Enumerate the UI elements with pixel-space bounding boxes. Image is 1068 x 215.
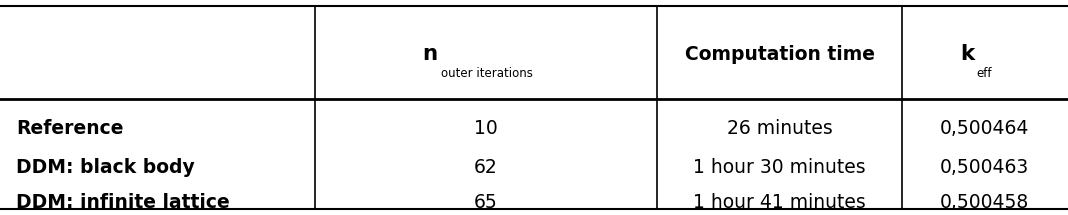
Text: DDM: black body: DDM: black body xyxy=(16,158,194,177)
Text: Computation time: Computation time xyxy=(685,45,875,64)
Text: 0,500458: 0,500458 xyxy=(940,193,1030,212)
Text: 26 minutes: 26 minutes xyxy=(726,120,833,138)
Text: 62: 62 xyxy=(474,158,498,177)
Text: DDM: infinite lattice: DDM: infinite lattice xyxy=(16,193,230,212)
Text: 0,500464: 0,500464 xyxy=(940,120,1030,138)
Text: k: k xyxy=(960,44,974,64)
Text: $\mathbf{n}$: $\mathbf{n}$ xyxy=(422,44,438,64)
Text: 0,500463: 0,500463 xyxy=(940,158,1030,177)
Text: 65: 65 xyxy=(474,193,498,212)
Text: 1 hour 30 minutes: 1 hour 30 minutes xyxy=(693,158,866,177)
Text: 1 hour 41 minutes: 1 hour 41 minutes xyxy=(693,193,866,212)
Text: Reference: Reference xyxy=(16,120,124,138)
Text: outer iterations: outer iterations xyxy=(441,67,533,80)
Text: 10: 10 xyxy=(474,120,498,138)
Text: eff: eff xyxy=(976,67,992,80)
